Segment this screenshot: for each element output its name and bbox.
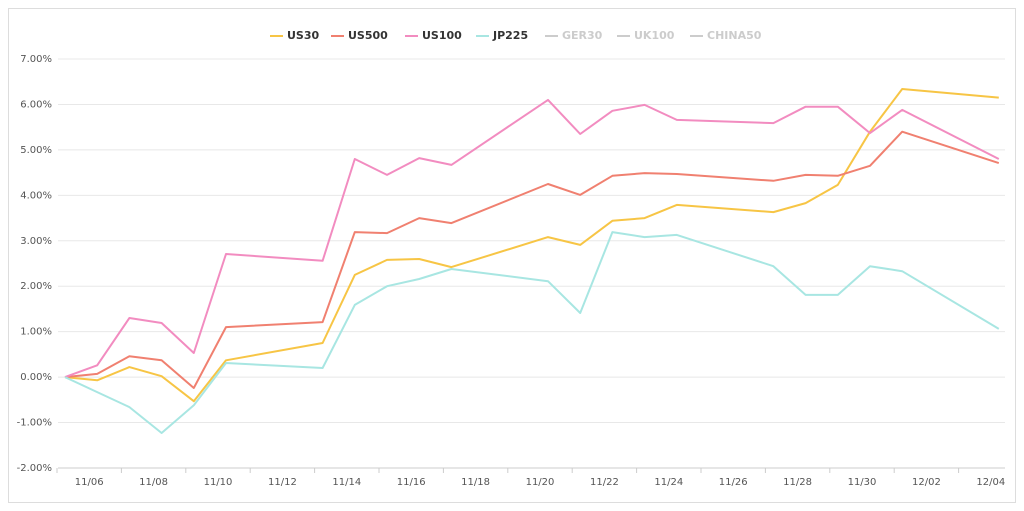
x-tick-label: 11/30 xyxy=(848,477,877,488)
series-line xyxy=(64,231,1000,434)
y-tick-label: 1.00% xyxy=(20,327,52,338)
legend-label[interactable]: UK100 xyxy=(634,29,675,42)
x-tick-label: 11/24 xyxy=(654,477,683,488)
legend-label[interactable]: CHINA50 xyxy=(707,29,762,42)
legend-label[interactable]: US500 xyxy=(348,29,388,42)
series-line xyxy=(64,130,1000,389)
x-tick-label: 12/04 xyxy=(976,477,1005,488)
y-tick-label: 5.00% xyxy=(20,145,52,156)
x-tick-label: 11/06 xyxy=(75,477,104,488)
chart-frame xyxy=(8,8,1016,503)
x-tick-label: 11/08 xyxy=(139,477,168,488)
x-tick-label: 12/02 xyxy=(912,477,941,488)
legend-label[interactable]: US30 xyxy=(287,29,320,42)
y-tick-label: 4.00% xyxy=(20,190,52,201)
x-tick-label: 11/16 xyxy=(397,477,426,488)
y-tick-label: -2.00% xyxy=(17,463,52,474)
x-tick-label: 11/20 xyxy=(526,477,555,488)
x-tick-label: 11/12 xyxy=(268,477,297,488)
legend-label[interactable]: US100 xyxy=(422,29,462,42)
x-tick-label: 11/26 xyxy=(719,477,748,488)
y-tick-label: 2.00% xyxy=(20,281,52,292)
x-tick-label: 11/18 xyxy=(461,477,490,488)
y-tick-label: -1.00% xyxy=(17,418,52,429)
legend-label[interactable]: GER30 xyxy=(562,29,603,42)
y-tick-label: 6.00% xyxy=(20,99,52,110)
y-tick-label: 3.00% xyxy=(20,236,52,247)
legend-label[interactable]: JP225 xyxy=(492,29,528,42)
y-tick-label: 7.00% xyxy=(20,54,52,65)
y-tick-label: 0.00% xyxy=(20,372,52,383)
series-line xyxy=(64,98,1000,379)
series-line xyxy=(64,88,999,403)
x-tick-label: 11/28 xyxy=(783,477,812,488)
x-tick-label: 11/22 xyxy=(590,477,619,488)
x-tick-label: 11/14 xyxy=(332,477,361,488)
x-tick-label: 11/10 xyxy=(204,477,233,488)
